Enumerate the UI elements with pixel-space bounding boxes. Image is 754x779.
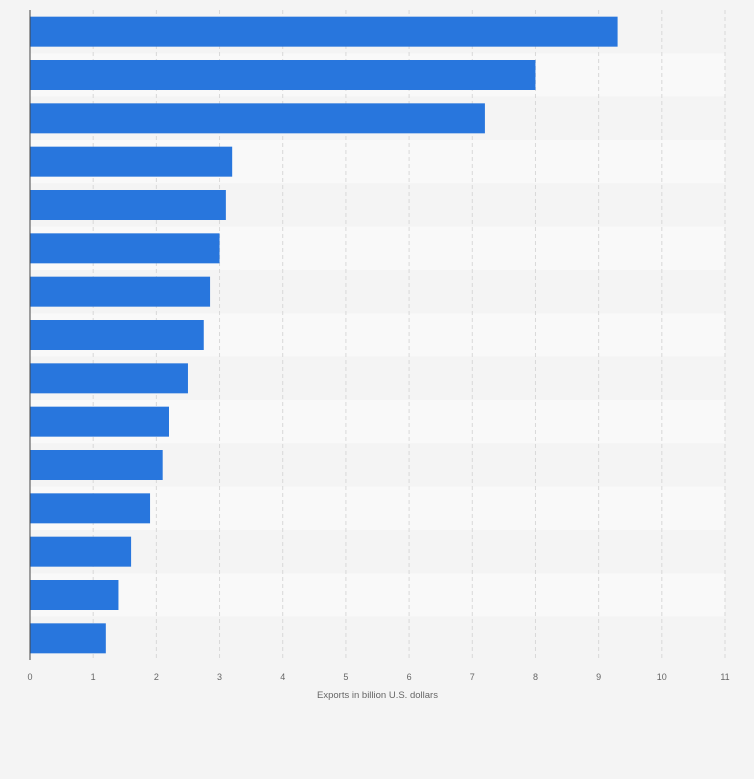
bar[interactable] bbox=[30, 60, 536, 90]
bar[interactable] bbox=[30, 493, 151, 524]
bar[interactable] bbox=[30, 450, 163, 480]
bar[interactable] bbox=[30, 580, 119, 610]
x-tick-label: 11 bbox=[720, 672, 729, 682]
bar[interactable] bbox=[30, 276, 211, 307]
x-tick-label: 5 bbox=[343, 672, 348, 682]
bar[interactable] bbox=[30, 406, 169, 437]
x-tick-label: 4 bbox=[280, 672, 285, 682]
x-tick-label: 1 bbox=[91, 672, 96, 682]
x-axis-title: Exports in billion U.S. dollars bbox=[317, 690, 438, 701]
bar[interactable] bbox=[30, 536, 132, 567]
x-tick-label: 3 bbox=[217, 672, 222, 682]
bar[interactable] bbox=[30, 146, 233, 177]
row-band bbox=[30, 616, 725, 660]
x-tick-label: 6 bbox=[407, 672, 412, 682]
x-tick-label: 10 bbox=[657, 672, 667, 682]
x-tick-label: 7 bbox=[470, 672, 475, 682]
row-band bbox=[30, 573, 725, 617]
bar[interactable] bbox=[30, 190, 226, 220]
x-tick-label: 2 bbox=[154, 672, 159, 682]
bar[interactable] bbox=[30, 320, 204, 350]
bar[interactable] bbox=[30, 363, 188, 394]
row-band bbox=[30, 530, 725, 574]
bar[interactable] bbox=[30, 623, 106, 654]
bar[interactable] bbox=[30, 16, 618, 47]
x-tick-label: 0 bbox=[27, 672, 32, 682]
x-tick-label: 8 bbox=[533, 672, 538, 682]
bar[interactable] bbox=[30, 233, 220, 264]
bar[interactable] bbox=[30, 103, 485, 134]
x-tick-label: 9 bbox=[596, 672, 601, 682]
